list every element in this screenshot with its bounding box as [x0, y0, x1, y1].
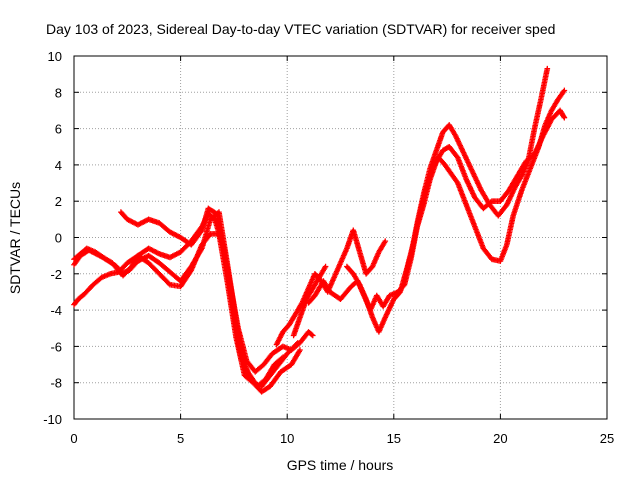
data-point — [309, 332, 316, 339]
data-point — [561, 114, 568, 121]
x-tick-label: 25 — [600, 431, 614, 446]
series-trace-5 — [305, 107, 568, 313]
y-tick-label: -8 — [50, 376, 62, 391]
y-tick-label: 0 — [55, 231, 62, 246]
x-tick-label: 15 — [387, 431, 401, 446]
data-point — [561, 87, 568, 94]
data-point — [308, 331, 315, 338]
y-tick-label: 10 — [48, 49, 62, 64]
series-trace-6 — [344, 87, 568, 335]
y-tick-label: -6 — [50, 339, 62, 354]
series-trace-7 — [401, 65, 551, 281]
chart-title: Day 103 of 2023, Sidereal Day-to-day VTE… — [46, 21, 555, 37]
series-trace-9 — [290, 263, 329, 339]
y-tick-label: -10 — [43, 412, 62, 427]
y-axis-label: SDTVAR / TECUs — [7, 182, 23, 294]
y-tick-label: -2 — [50, 267, 62, 282]
data-point — [544, 65, 551, 72]
series-trace-2 — [71, 209, 303, 395]
x-tick-label: 20 — [493, 431, 507, 446]
y-tick-label: -4 — [50, 303, 62, 318]
data-point — [297, 347, 303, 353]
x-axis-label: GPS time / hours — [287, 457, 394, 473]
data-point — [560, 113, 567, 120]
x-tick-label: 10 — [280, 431, 294, 446]
data-points — [71, 65, 568, 395]
data-point — [322, 263, 329, 270]
y-tick-label: 8 — [55, 85, 62, 100]
y-tick-label: 6 — [55, 122, 62, 137]
y-tick-label: 4 — [55, 158, 62, 173]
axis-ticks: 0 5 10 15 20 25 -10 -8 -6 -4 -2 0 2 4 6 8 10 — [43, 49, 614, 446]
x-tick-label: 0 — [70, 431, 77, 446]
x-tick-label: 5 — [177, 431, 184, 446]
grid — [74, 56, 607, 419]
series-trace-4 — [118, 205, 316, 375]
data-point — [382, 238, 389, 244]
series-trace-8 — [273, 227, 389, 348]
y-tick-label: 2 — [55, 194, 62, 209]
